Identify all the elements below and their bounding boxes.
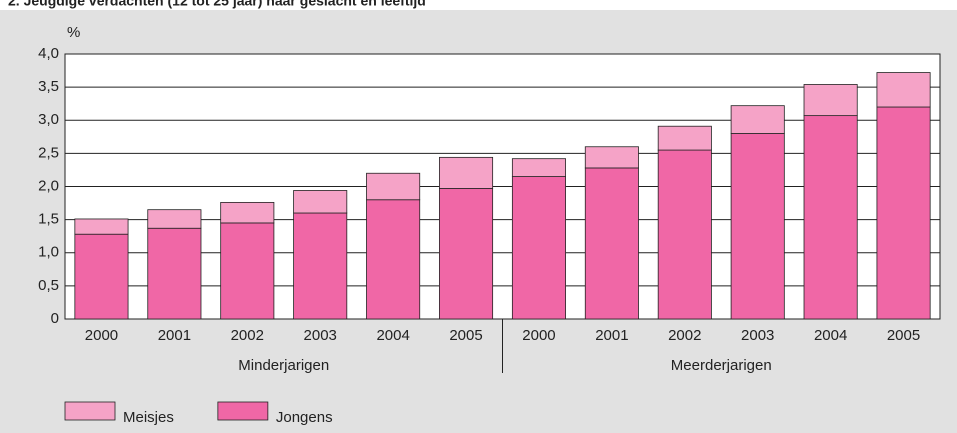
x-tick-label: 2004 bbox=[376, 327, 409, 344]
bar-segment bbox=[74, 233, 129, 320]
legend-swatch bbox=[64, 401, 116, 421]
bar-segment bbox=[730, 133, 785, 320]
bar-segment bbox=[803, 115, 858, 320]
bar-segment bbox=[366, 172, 421, 201]
x-tick-label: 2002 bbox=[231, 327, 264, 344]
bar-segment bbox=[657, 149, 712, 320]
y-tick-label: 1,5 bbox=[38, 211, 59, 228]
bar-segment bbox=[876, 72, 931, 108]
x-tick-label: 2002 bbox=[668, 327, 701, 344]
y-tick-label: 0 bbox=[51, 310, 59, 327]
bar-segment bbox=[293, 212, 348, 320]
bar-segment bbox=[511, 158, 566, 177]
group-label: Meerderjarigen bbox=[671, 357, 772, 374]
x-tick-label: 2001 bbox=[595, 327, 628, 344]
y-axis-label: % bbox=[67, 24, 80, 41]
y-tick-label: 1,0 bbox=[38, 244, 59, 261]
bar-segment bbox=[730, 105, 785, 134]
x-tick-label: 2003 bbox=[304, 327, 337, 344]
bar-segment bbox=[74, 218, 129, 235]
y-tick-label: 2,0 bbox=[38, 177, 59, 194]
bar-segment bbox=[220, 201, 275, 224]
x-tick-label: 2000 bbox=[85, 327, 118, 344]
legend-label: Meisjes bbox=[123, 409, 174, 426]
bar-segment bbox=[511, 176, 566, 320]
bar-segment bbox=[293, 190, 348, 214]
bar-segment bbox=[439, 156, 494, 189]
bar-segment bbox=[439, 188, 494, 320]
group-label: Minderjarigen bbox=[238, 357, 329, 374]
y-tick-label: 4,0 bbox=[38, 45, 59, 62]
bar-segment bbox=[147, 227, 202, 320]
x-tick-label: 2005 bbox=[449, 327, 482, 344]
y-tick-label: 2,5 bbox=[38, 144, 59, 161]
bar-segment bbox=[147, 209, 202, 229]
legend-swatch bbox=[217, 401, 269, 421]
bar-segment bbox=[876, 106, 931, 320]
y-tick-label: 3,0 bbox=[38, 111, 59, 128]
x-tick-label: 2003 bbox=[741, 327, 774, 344]
x-tick-label: 2005 bbox=[887, 327, 920, 344]
bar-segment bbox=[657, 125, 712, 151]
x-tick-label: 2000 bbox=[522, 327, 555, 344]
bar-segment bbox=[366, 199, 421, 320]
x-tick-label: 2004 bbox=[814, 327, 847, 344]
y-tick-label: 0,5 bbox=[38, 277, 59, 294]
y-tick-label: 3,5 bbox=[38, 78, 59, 95]
bar-segment bbox=[220, 222, 275, 320]
bar-segment bbox=[803, 84, 858, 117]
bar-segment bbox=[584, 167, 639, 320]
legend-label: Jongens bbox=[276, 409, 333, 426]
chart-title: 2. Jeugdige verdachten (12 tot 25 jaar) … bbox=[8, 0, 426, 9]
bar-segment bbox=[584, 146, 639, 169]
x-tick-label: 2001 bbox=[158, 327, 191, 344]
